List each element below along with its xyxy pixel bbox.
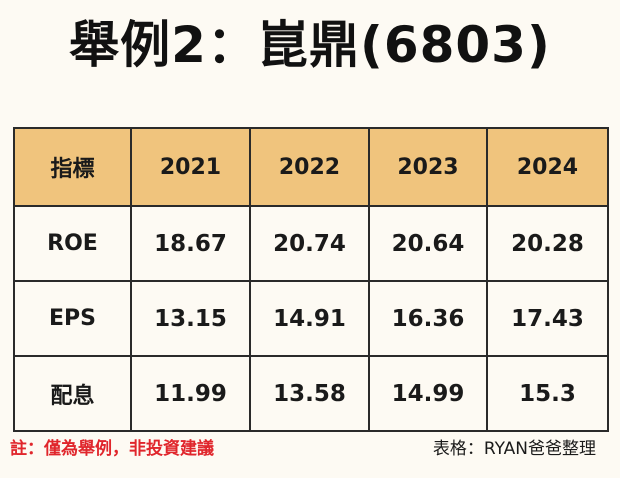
- column-header-2021: 2021: [130, 127, 251, 207]
- table-cell: 14.91: [249, 280, 370, 357]
- table-cell: 13.15: [130, 280, 251, 357]
- table-row-eps: EPS 13.15 14.91 16.36 17.43: [13, 280, 609, 357]
- table-row-roe: ROE 18.67 20.74 20.64 20.28: [13, 205, 609, 282]
- table-cell: 13.58: [249, 355, 370, 432]
- table-cell: 11.99: [130, 355, 251, 432]
- table-cell: 16.36: [368, 280, 488, 357]
- table-cell: 17.43: [486, 280, 609, 357]
- table-cell: 18.67: [130, 205, 251, 282]
- table-cell: 20.28: [486, 205, 609, 282]
- table-cell: 14.99: [368, 355, 488, 432]
- table-row-dividend: 配息 11.99 13.58 14.99 15.3: [13, 355, 609, 432]
- data-table: 指標 2021 2022 2023 2024 ROE 18.67 20.74 2…: [13, 127, 609, 432]
- page-title: 舉例2：崑鼎(6803): [69, 16, 551, 74]
- row-label-roe: ROE: [13, 205, 132, 282]
- table-cell: 20.64: [368, 205, 488, 282]
- row-label-dividend: 配息: [13, 355, 132, 432]
- disclaimer-note: 註：僅為舉例，非投資建議: [10, 439, 214, 459]
- table-cell: 20.74: [249, 205, 370, 282]
- column-header-2023: 2023: [368, 127, 488, 207]
- table-cell: 15.3: [486, 355, 609, 432]
- column-header-metric: 指標: [13, 127, 132, 207]
- source-credit: 表格：RYAN爸爸整理: [432, 439, 596, 459]
- column-header-2022: 2022: [249, 127, 370, 207]
- table-header-row: 指標 2021 2022 2023 2024: [13, 127, 609, 207]
- column-header-2024: 2024: [486, 127, 609, 207]
- row-label-eps: EPS: [13, 280, 132, 357]
